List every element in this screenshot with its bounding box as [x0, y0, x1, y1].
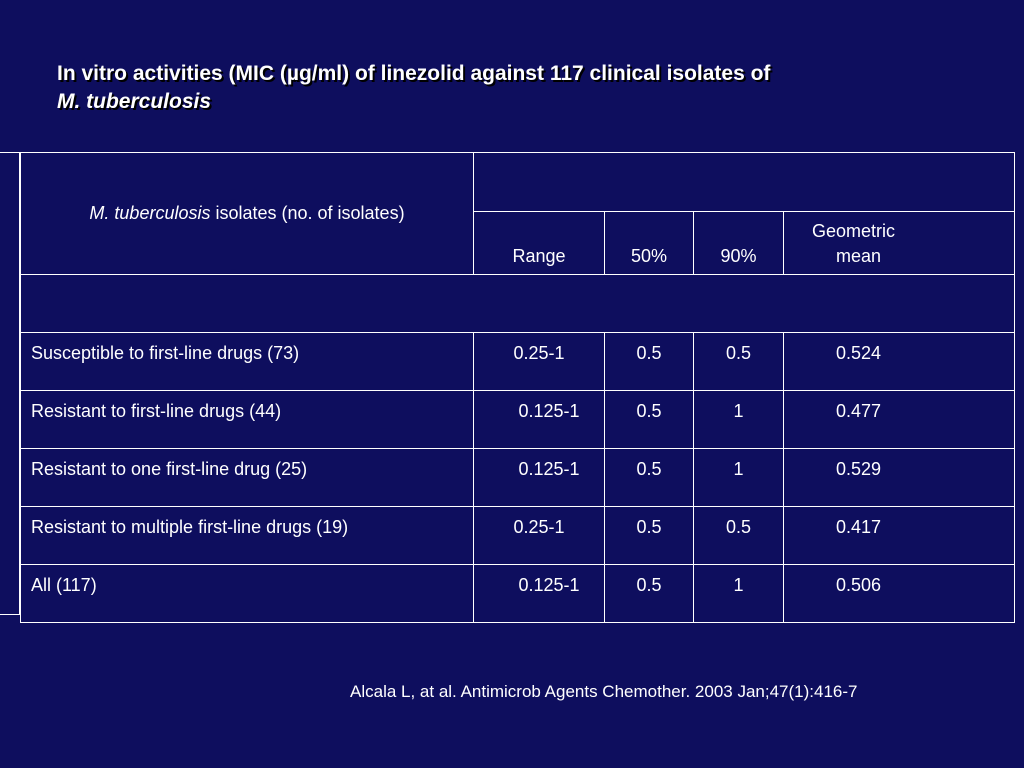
row-label: Resistant to multiple first-line drugs (… — [20, 506, 474, 565]
geometric-mean-line-2: mean — [836, 246, 882, 266]
range-cell: 0.125-1 — [473, 390, 605, 449]
table-row: Resistant to first-line drugs (44) 0.125… — [20, 390, 1015, 449]
isolates-header-cell: M. tuberculosis isolates (no. of isolate… — [20, 152, 474, 275]
p90-cell: 0.5 — [693, 506, 784, 565]
blank-row — [20, 274, 1015, 333]
range-cell: 0.25-1 — [473, 332, 605, 391]
p90-header: 90% — [693, 211, 784, 275]
p50-header: 50% — [604, 211, 694, 275]
p90-cell: 1 — [693, 564, 784, 623]
range-header: Range — [473, 211, 605, 275]
row-label: Resistant to one first-line drug (25) — [20, 448, 474, 507]
table-row: All (117) 0.125-1 0.5 1 0.506 — [20, 564, 1015, 623]
geometric-mean-line-1: Geometric — [812, 221, 896, 241]
isolates-header-text: isolates (no. of isolates) — [210, 203, 405, 223]
p90-cell: 1 — [693, 390, 784, 449]
geometric-mean-cell: 0.529 — [783, 448, 1015, 507]
row-label: All (117) — [20, 564, 474, 623]
row-label: Resistant to first-line drugs (44) — [20, 390, 474, 449]
geometric-mean-cell: 0.506 — [783, 564, 1015, 623]
isolates-header-italic: M. tuberculosis — [89, 203, 211, 223]
table-row: Susceptible to first-line drugs (73) 0.2… — [20, 332, 1015, 391]
p90-cell: 0.5 — [693, 332, 784, 391]
mic-table: M. tuberculosis isolates (no. of isolate… — [20, 152, 1015, 623]
row-label: Susceptible to first-line drugs (73) — [20, 332, 474, 391]
mic-header-cell — [473, 152, 1015, 212]
geometric-mean-cell: 0.477 — [783, 390, 1015, 449]
p50-cell: 0.5 — [604, 564, 694, 623]
table-row: Resistant to multiple first-line drugs (… — [20, 506, 1015, 565]
title-line-1: In vitro activities (MIC (µg/ml) of line… — [57, 62, 771, 85]
title-line-2: M. tuberculosis — [57, 90, 212, 113]
p50-cell: 0.5 — [604, 506, 694, 565]
range-cell: 0.125-1 — [473, 448, 605, 507]
slide-title: In vitro activities (MIC (µg/ml) of line… — [57, 60, 957, 116]
p90-cell: 1 — [693, 448, 784, 507]
table-row: Resistant to one first-line drug (25) 0.… — [20, 448, 1015, 507]
geometric-mean-cell: 0.417 — [783, 506, 1015, 565]
citation: Alcala L, at al. Antimicrob Agents Chemo… — [350, 682, 858, 701]
geometric-mean-header: Geometric mean — [783, 211, 1015, 275]
geometric-mean-cell: 0.524 — [783, 332, 1015, 391]
range-cell: 0.125-1 — [473, 564, 605, 623]
left-border-decoration — [0, 152, 20, 615]
range-cell: 0.25-1 — [473, 506, 605, 565]
p50-cell: 0.5 — [604, 390, 694, 449]
p50-cell: 0.5 — [604, 448, 694, 507]
p50-cell: 0.5 — [604, 332, 694, 391]
